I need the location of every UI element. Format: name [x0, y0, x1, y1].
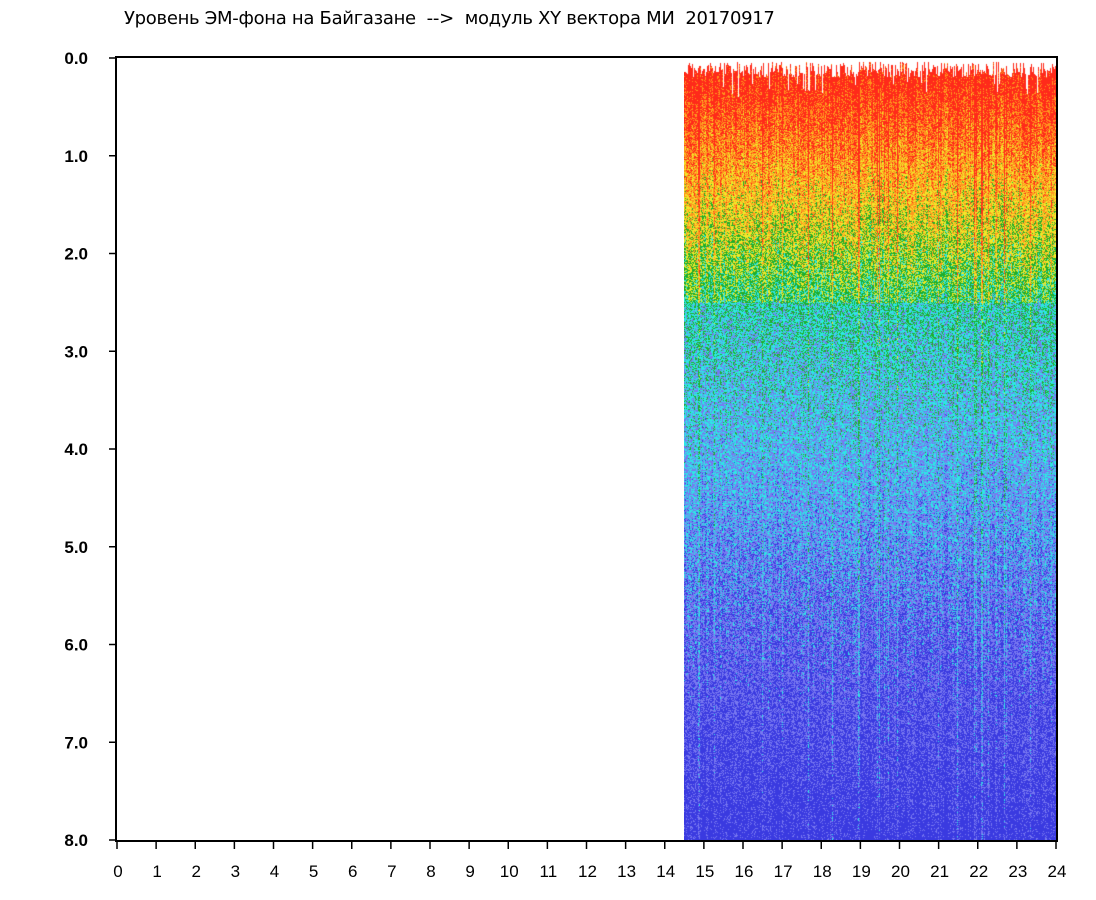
x-tick-label: 22 — [969, 862, 988, 881]
y-tick-label: 3.0 — [64, 342, 88, 361]
y-tick-label: 4.0 — [64, 440, 88, 459]
x-tick-label: 5 — [309, 862, 318, 881]
x-tick-label: 4 — [270, 862, 279, 881]
y-tick-label: 8.0 — [64, 831, 88, 850]
x-tick-label: 24 — [1048, 862, 1067, 881]
x-tick-label: 1 — [152, 862, 161, 881]
x-tick-label: 8 — [426, 862, 435, 881]
x-tick-label: 20 — [891, 862, 910, 881]
x-tick-label: 12 — [578, 862, 597, 881]
x-tick-label: 23 — [1008, 862, 1027, 881]
x-tick-label: 6 — [348, 862, 357, 881]
x-tick-label: 19 — [852, 862, 871, 881]
chart-title: Уровень ЭМ-фона на Байгазане --> модуль … — [124, 8, 775, 29]
x-axis: 0 1 2 3 4 5 6 7 8 9 10 11 12 13 14 15 16 17 18 19 20 21 22 23 24 — [113, 841, 1066, 881]
x-tick-label: 10 — [500, 862, 519, 881]
y-tick-label: 0.0 — [64, 49, 88, 68]
x-tick-label: 16 — [735, 862, 754, 881]
x-tick-label: 3 — [231, 862, 240, 881]
x-tick-label: 0 — [113, 862, 122, 881]
x-tick-label: 18 — [813, 862, 832, 881]
x-tick-label: 9 — [465, 862, 474, 881]
y-tick-label: 5.0 — [64, 538, 88, 557]
x-tick-label: 7 — [387, 862, 396, 881]
x-tick-label: 17 — [774, 862, 793, 881]
y-tick-label: 1.0 — [64, 147, 88, 166]
x-tick-label: 21 — [930, 862, 949, 881]
y-tick-label: 7.0 — [64, 733, 88, 752]
heatmap-cells — [684, 58, 1056, 840]
heatmap-data-layer — [684, 58, 1056, 840]
x-tick-label: 13 — [617, 862, 636, 881]
x-tick-label: 15 — [695, 862, 714, 881]
x-tick-label: 2 — [192, 862, 201, 881]
y-tick-label: 2.0 — [64, 245, 88, 264]
x-tick-label: 11 — [540, 862, 558, 881]
y-axis: 0.0 1.0 2.0 3.0 4.0 5.0 6.0 7.0 8.0 — [64, 49, 116, 850]
x-tick-label: 14 — [656, 862, 675, 881]
y-tick-label: 6.0 — [64, 636, 88, 655]
